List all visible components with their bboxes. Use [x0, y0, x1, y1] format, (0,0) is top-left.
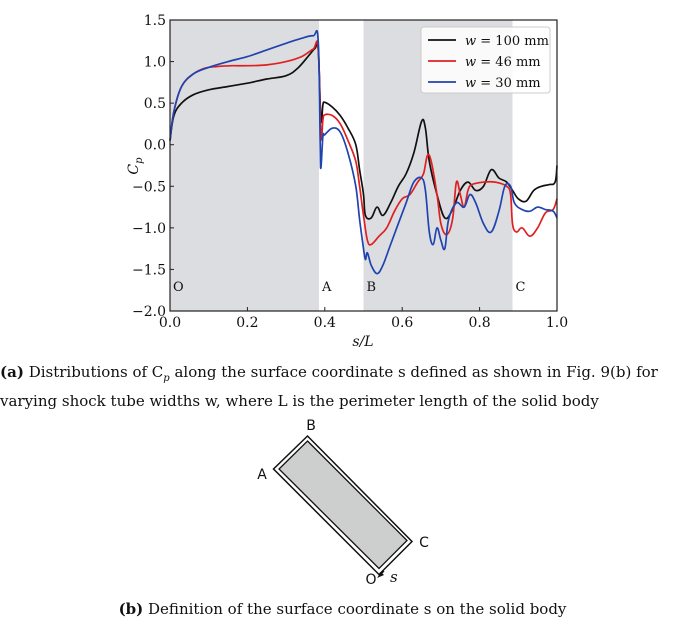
region-label-a: A — [321, 280, 332, 295]
x-tick-label: 0.8 — [468, 315, 490, 331]
caption-b-label: (b) — [118, 600, 144, 618]
corner-label-c: C — [419, 535, 429, 551]
solid-body-fill — [278, 440, 408, 570]
caption-a: (a) Distributions of Cp along the surfac… — [0, 361, 685, 412]
legend-entry: w = 46 mm — [465, 55, 541, 70]
legend-box — [420, 26, 551, 94]
legend-entry: w = 100 mm — [465, 34, 549, 49]
corner-label-b: B — [306, 418, 316, 434]
plot-frame — [169, 19, 558, 312]
y-tick-label: 0.0 — [144, 138, 166, 154]
series-line-1 — [169, 40, 558, 246]
legend: w = 100 mm w = 46 mm w = 30 mm — [420, 26, 551, 94]
region-label-o: O — [173, 280, 184, 295]
x-tick-label: 0.2 — [236, 315, 258, 331]
y-tick-label: −0.5 — [132, 179, 166, 195]
series-line-0 — [169, 42, 558, 220]
caption-a-rest: along the surface coordinate s defined a… — [0, 363, 658, 410]
x-tick-label: 0.6 — [391, 315, 413, 331]
corner-label-o: O — [365, 572, 376, 588]
y-axis-label: Cp — [126, 157, 145, 175]
x-tick-label: 0.0 — [159, 315, 181, 331]
corner-label-a: A — [257, 467, 267, 483]
x-tick-label: 0.4 — [314, 315, 336, 331]
caption-b-text: Definition of the surface coordinate s o… — [143, 600, 567, 618]
x-tick-label: 1.0 — [546, 315, 568, 331]
region-label-c: C — [515, 280, 525, 295]
x-axis-label: s/L — [352, 334, 373, 350]
shaded-region — [170, 20, 319, 311]
svg-text:Cp: Cp — [126, 157, 145, 175]
y-tick-label: −1.5 — [132, 262, 166, 278]
arrow-label-s: s — [390, 568, 398, 586]
caption-a-label: (a) — [0, 363, 24, 381]
caption-b: (b) Definition of the surface coordinate… — [0, 598, 685, 620]
series-line-2 — [169, 29, 558, 275]
y-tick-label: 1.0 — [144, 55, 166, 71]
arrow-icon — [377, 570, 385, 578]
caption-a-sub: p — [163, 373, 170, 384]
caption-a-text: Distributions of C — [23, 363, 164, 381]
region-label-b: B — [367, 280, 377, 295]
y-tick-label: 0.5 — [144, 96, 166, 112]
legend-entry: w = 30 mm — [465, 76, 541, 91]
y-tick-label: −1.0 — [132, 221, 166, 237]
y-tick-label: −2.0 — [132, 304, 166, 320]
solid-body-outline — [272, 434, 414, 576]
y-tick-label: 1.5 — [144, 13, 166, 29]
data-series — [169, 29, 558, 275]
cp-distribution-chart: 0.0 0.2 0.4 0.6 0.8 1.0 −2.0 −1.5 −1.0 −0.5 0.0 0.5… — [126, 13, 568, 350]
axis-ticks: 0.0 0.2 0.4 0.6 0.8 1.0 −2.0 −1.5 −1.0 −0.5 0.0 0.5… — [132, 13, 568, 331]
